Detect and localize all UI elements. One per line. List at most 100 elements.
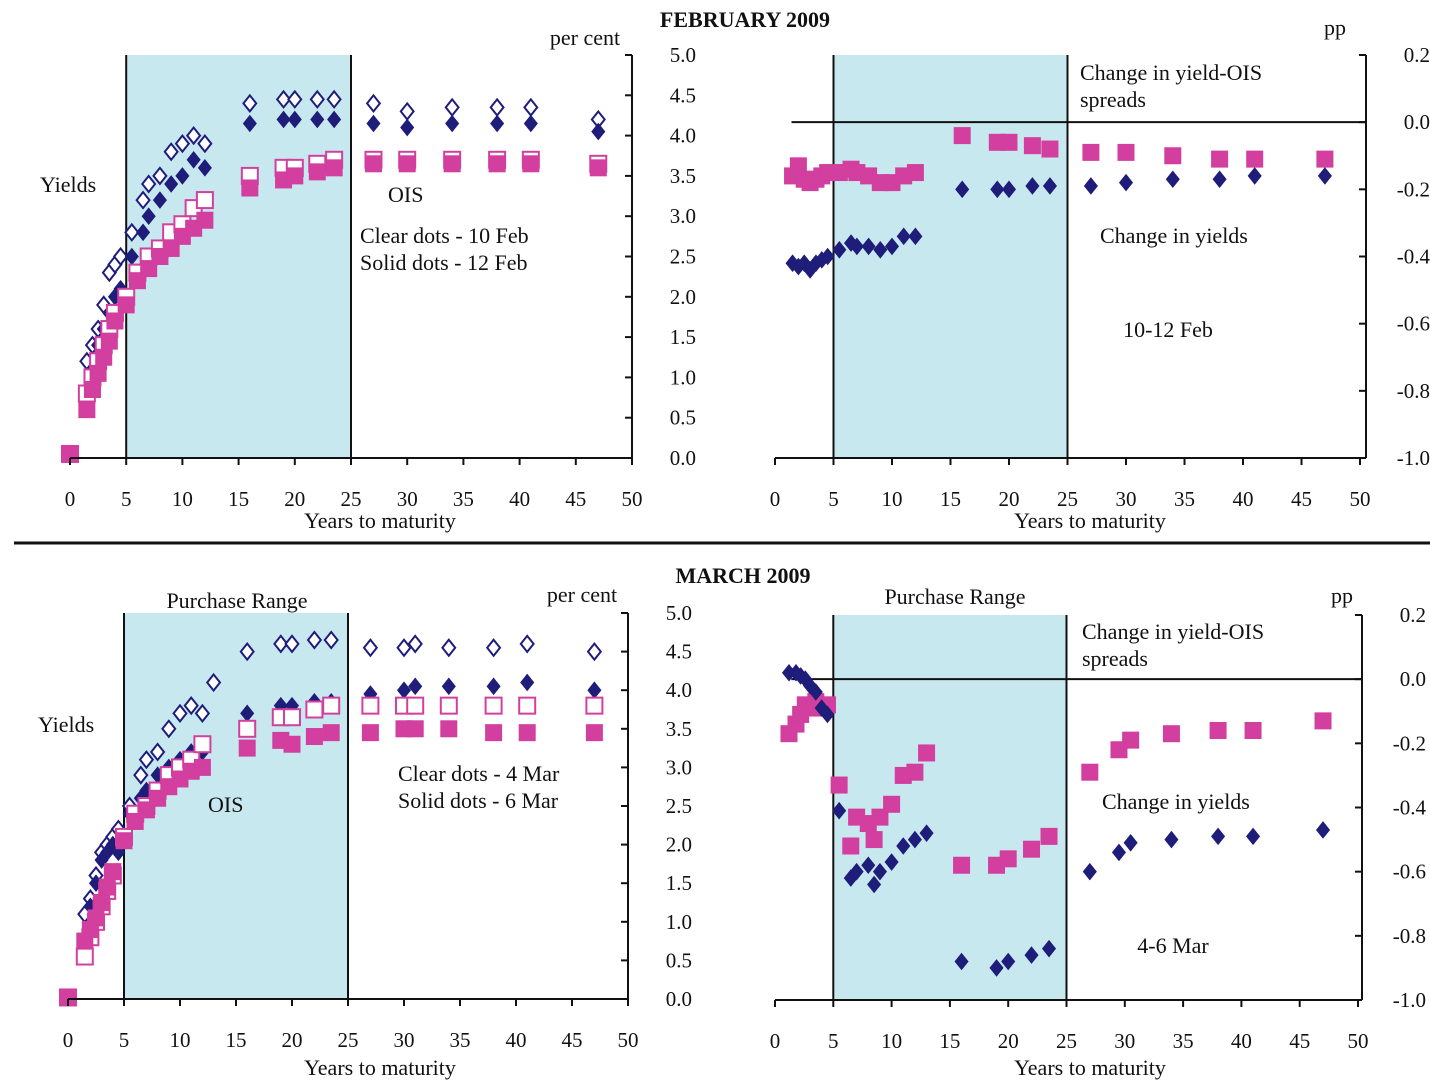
x-tick-label: 40 xyxy=(506,1028,527,1052)
ois-point-open xyxy=(585,696,604,715)
ois-point-solid xyxy=(830,776,848,794)
yield-point-solid xyxy=(310,110,325,129)
yield-point-solid xyxy=(1123,833,1138,852)
yield-point-solid xyxy=(919,824,934,842)
yield-point-solid xyxy=(287,110,302,129)
legend-note-solid: Solid dots - 6 Mar xyxy=(398,788,559,813)
y-axis-label: per cent xyxy=(547,582,617,607)
ois-point-solid xyxy=(1164,147,1182,165)
yield-point-open xyxy=(239,641,255,662)
y-tick-label: 3.5 xyxy=(666,717,692,741)
yield-point-solid xyxy=(849,862,864,881)
x-tick-label: 15 xyxy=(940,487,961,511)
yield-point-open xyxy=(326,89,342,109)
yield-point-open xyxy=(149,742,166,762)
ois-point-solid xyxy=(1246,150,1264,168)
x-tick-label: 15 xyxy=(939,1029,960,1053)
ois-point-solid xyxy=(1023,137,1041,155)
x-tick-label: 25 xyxy=(341,487,362,511)
yield-point-solid xyxy=(861,856,876,875)
yield-point-open xyxy=(441,638,457,658)
yield-point-solid xyxy=(520,673,535,692)
y-tick-label: 4.0 xyxy=(666,678,692,702)
ois-point-open xyxy=(305,700,324,719)
yield-point-solid xyxy=(486,677,501,696)
ois-point-solid xyxy=(1211,150,1229,168)
ois-point-solid xyxy=(193,758,211,776)
ois-point-solid xyxy=(325,159,343,177)
x-tick-label: 10 xyxy=(172,487,193,511)
change-yields-annotation: Change in yields xyxy=(1100,223,1248,248)
yield-point-solid xyxy=(1212,170,1227,189)
yield-point-open xyxy=(519,634,535,654)
y-tick-label: 2.5 xyxy=(666,794,692,818)
x-tick-label: 35 xyxy=(1174,487,1195,511)
y-tick-label: 4.5 xyxy=(670,83,696,107)
yield-point-open xyxy=(172,703,188,723)
y-tick-label: 0.5 xyxy=(666,948,692,972)
x-tick-label: 30 xyxy=(1114,1029,1135,1053)
x-tick-label: 0 xyxy=(770,487,781,511)
yield-point-solid xyxy=(1001,180,1017,199)
ois-point-solid xyxy=(238,739,256,757)
x-tick-label: 10 xyxy=(170,1028,191,1052)
ois-point-solid xyxy=(398,155,416,173)
yield-point-solid xyxy=(955,180,970,199)
x-tick-label: 45 xyxy=(1291,487,1312,511)
x-tick-label: 20 xyxy=(998,1029,1019,1053)
ois-point-solid xyxy=(283,735,301,753)
panel-feb-changes: 0 5 10 15 20 25 30 35 40 45 50 -1.0 -0.8 -0.6 -0.4 -0.2… xyxy=(770,15,1430,533)
ois-annotation: OIS xyxy=(208,792,243,817)
yield-point-solid xyxy=(849,237,864,256)
yield-point-solid xyxy=(884,237,900,256)
yield-point-solid xyxy=(990,180,1005,199)
x-tick-label: 0 xyxy=(65,487,76,511)
ois-point-solid xyxy=(89,364,107,382)
yield-point-open xyxy=(444,97,460,117)
y-tick-label: -0.6 xyxy=(1393,860,1426,884)
yields-annotation: Yields xyxy=(40,172,96,197)
yield-point-solid xyxy=(1164,830,1179,849)
x-tick-label: 0 xyxy=(63,1028,74,1052)
y-tick-label: -1.0 xyxy=(1393,988,1426,1012)
purchase-range-label: Purchase Range xyxy=(884,584,1025,609)
ois-point-open xyxy=(75,947,94,966)
section-title-february: FEBRUARY 2009 xyxy=(660,7,830,32)
x-tick-label: 10 xyxy=(881,1029,902,1053)
y-tick-label: -1.0 xyxy=(1397,446,1430,470)
x-tick-label: 10 xyxy=(882,487,903,511)
ois-point-solid xyxy=(865,831,883,849)
y-tick-label: 4.0 xyxy=(670,124,696,148)
y-tick-label: -0.2 xyxy=(1397,177,1430,201)
x-tick-label: 30 xyxy=(394,1028,415,1052)
yield-point-solid xyxy=(907,830,922,849)
x-tick-label: 30 xyxy=(1116,487,1137,511)
yield-point-solid xyxy=(989,959,1004,977)
yield-point-solid xyxy=(1317,167,1332,185)
ois-point-solid xyxy=(98,878,116,896)
ois-point-solid xyxy=(1000,133,1018,151)
yield-point-solid xyxy=(832,801,847,820)
yield-point-solid xyxy=(152,191,167,209)
yield-point-open xyxy=(152,166,168,186)
yield-point-solid xyxy=(186,150,201,169)
x-tick-label: 20 xyxy=(999,487,1020,511)
yield-point-solid xyxy=(1111,843,1127,862)
yield-point-open xyxy=(183,696,199,716)
yield-point-open xyxy=(284,634,300,654)
x-tick-label: 15 xyxy=(226,1028,247,1052)
x-axis-label: Years to maturity xyxy=(304,508,456,533)
y-tick-label: 1.5 xyxy=(670,325,696,349)
ois-point-open xyxy=(484,696,503,715)
yield-point-open xyxy=(112,246,129,267)
yield-point-solid xyxy=(523,114,538,133)
y-tick-label: 0.2 xyxy=(1404,43,1430,67)
yield-point-solid xyxy=(591,122,606,141)
ois-point-solid xyxy=(906,164,924,182)
y-tick-label: 0.0 xyxy=(1404,110,1430,134)
y-tick-label: 4.5 xyxy=(666,640,692,664)
y-tick-label: -0.2 xyxy=(1393,731,1426,755)
yield-point-open xyxy=(306,630,323,650)
yield-point-solid xyxy=(1165,170,1180,189)
